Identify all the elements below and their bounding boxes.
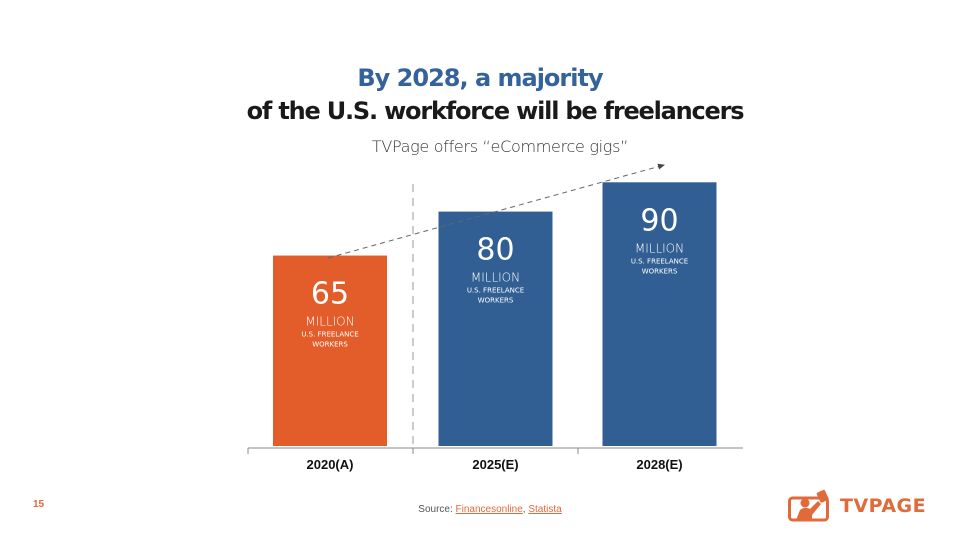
bar-value-label: 90 (640, 203, 678, 238)
source-link-financesonline[interactable]: Financesonline (455, 504, 523, 515)
bar-caption-line2: WORKERS (478, 297, 514, 305)
slide-title-line2: of the U.S. workforce will be freelancer… (246, 97, 745, 125)
bar-caption-line2: WORKERS (312, 341, 348, 349)
bar-caption-line1: U.S. FREELANCE (301, 331, 358, 339)
trend-arrow (327, 163, 665, 259)
tvpage-logo-icon (788, 489, 829, 522)
page-number: 15 (33, 499, 45, 510)
tvpage-logo: TVPAGE (788, 489, 926, 523)
source-label: Source: (418, 504, 456, 515)
source-separator: , (522, 504, 529, 515)
bar-value-label: 80 (476, 233, 514, 268)
x-tick-label: 2020(A) (307, 457, 354, 472)
bar-caption-line2: WORKERS (642, 267, 678, 275)
bar-2020(A) (273, 255, 387, 446)
slide-title-line1: By 2028, a majority (357, 64, 603, 92)
logo-text: TVPAGE (840, 495, 927, 517)
x-tick-label: 2025(E) (472, 457, 518, 472)
bar-2028(E) (602, 182, 717, 447)
bar-unit-label: MILLION (635, 241, 684, 255)
bar-caption-line1: U.S. FREELANCE (631, 257, 688, 265)
x-tick-label: 2028(E) (636, 457, 682, 472)
slide-subtitle: TVPage offers “eCommerce gigs” (371, 137, 629, 156)
source-link-statista[interactable]: Statista (528, 504, 562, 515)
bar-2025(E) (438, 211, 553, 446)
source-citation: Source: Financesonline, Statista (0, 504, 960, 515)
bar-caption-line1: U.S. FREELANCE (467, 287, 524, 295)
bar-value-label: 65 (311, 277, 349, 312)
bar-unit-label: MILLION (305, 315, 354, 329)
bar-unit-label: MILLION (471, 271, 520, 285)
